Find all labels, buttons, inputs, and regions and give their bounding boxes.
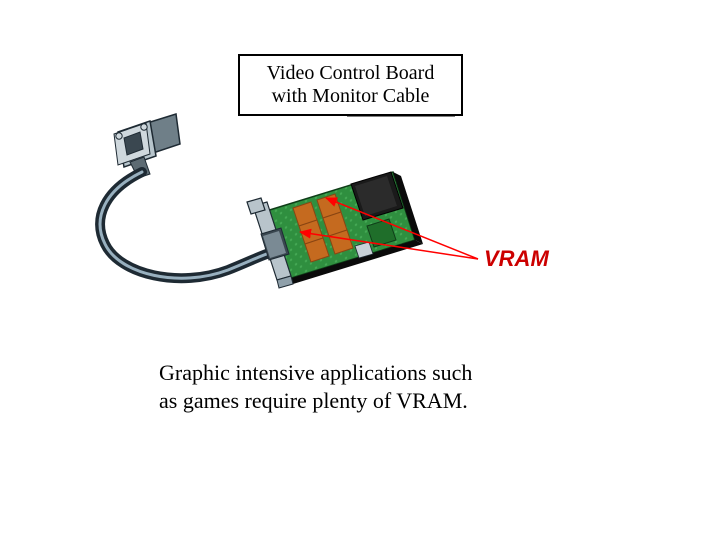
vram-arrows [300, 198, 478, 259]
video-control-board [247, 172, 423, 288]
board-port [261, 228, 289, 260]
mounting-bracket [247, 198, 293, 288]
small-chip [367, 219, 396, 247]
body-text: Graphic intensive applications such as g… [159, 359, 472, 414]
vram-label: VRAM [484, 246, 549, 272]
capacitor [355, 242, 373, 258]
vram-chips [293, 194, 353, 262]
gpu-chip [351, 172, 403, 220]
monitor-cable [100, 172, 272, 278]
title-line-2: with Monitor Cable [240, 85, 461, 108]
body-line-2: as games require plenty of VRAM. [159, 387, 472, 415]
body-line-1: Graphic intensive applications such [159, 359, 472, 387]
monitor-connector [114, 114, 180, 178]
title-box: Video Control Board with Monitor Cable [238, 54, 463, 116]
title-line-1: Video Control Board [240, 62, 461, 85]
